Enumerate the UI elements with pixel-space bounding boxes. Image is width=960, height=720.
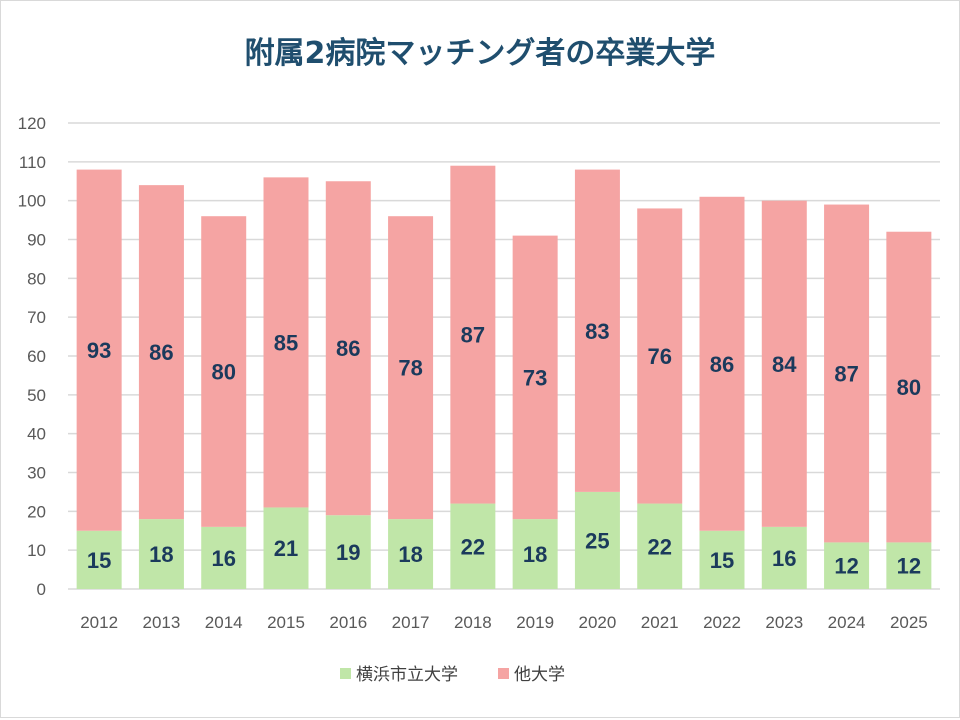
bar-segment [824, 542, 870, 589]
data-label: 18 [523, 542, 547, 567]
bar-segment [574, 169, 620, 492]
bar-segment [138, 519, 184, 589]
data-label: 85 [274, 330, 298, 355]
bar-segment [388, 519, 434, 589]
data-label: 80 [897, 375, 921, 400]
bar-segment [76, 169, 122, 531]
y-tick-label: 40 [27, 425, 46, 444]
y-tick-label: 80 [27, 269, 46, 288]
x-tick-label: 2019 [516, 613, 554, 632]
bar-segment [263, 177, 309, 508]
bar-segment [201, 216, 247, 527]
bar-segment [761, 200, 807, 527]
x-tick-label: 2016 [329, 613, 367, 632]
x-tick-label: 2020 [579, 613, 617, 632]
bar-segment [699, 530, 745, 589]
bar-segment [886, 542, 932, 589]
data-label: 76 [647, 344, 671, 369]
bar-segment [761, 526, 807, 589]
data-label: 22 [461, 534, 485, 559]
x-tick-label: 2023 [765, 613, 803, 632]
y-tick-label: 10 [27, 541, 46, 560]
data-label: 16 [772, 546, 796, 571]
bar-segment [263, 507, 309, 589]
data-label: 18 [398, 542, 422, 567]
y-tick-label: 100 [18, 192, 46, 211]
data-label: 73 [523, 365, 547, 390]
y-tick-label: 30 [27, 464, 46, 483]
data-label: 80 [211, 360, 235, 385]
x-tick-label: 2018 [454, 613, 492, 632]
bar-segment [450, 165, 496, 504]
legend-swatch [340, 668, 351, 679]
bar-segment [450, 503, 496, 589]
data-label: 21 [274, 536, 298, 561]
x-tick-label: 2014 [205, 613, 243, 632]
legend-label: 横浜市立大学 [356, 665, 458, 685]
bar-segment [699, 196, 745, 531]
data-label: 78 [398, 356, 422, 381]
data-label: 25 [585, 528, 609, 553]
y-tick-label: 110 [19, 153, 46, 172]
data-label: 12 [897, 554, 921, 579]
data-label: 84 [772, 352, 797, 377]
data-label: 83 [585, 319, 609, 344]
x-tick-label: 2017 [392, 613, 430, 632]
y-tick-label: 50 [27, 386, 46, 405]
bar-segment [138, 185, 184, 520]
y-tick-label: 90 [27, 231, 46, 250]
data-label: 12 [834, 554, 858, 579]
x-tick-label: 2024 [828, 613, 866, 632]
legend-swatch [498, 668, 509, 679]
bar-segment [201, 526, 247, 589]
bar-segment [574, 491, 620, 589]
bar-segment [886, 231, 932, 543]
y-tick-label: 120 [18, 114, 46, 133]
y-tick-label: 0 [37, 580, 46, 599]
bar-segment [325, 515, 371, 589]
data-label: 86 [336, 336, 360, 361]
data-label: 22 [647, 534, 671, 559]
x-tick-label: 2013 [143, 613, 181, 632]
chart-title: 附属2病院マッチング者の卒業大学 [244, 36, 716, 71]
data-label: 15 [710, 548, 734, 573]
bar-segment [637, 503, 683, 589]
data-label: 86 [710, 352, 734, 377]
bar-segment [512, 519, 558, 589]
y-tick-label: 60 [27, 347, 46, 366]
x-tick-label: 2012 [80, 613, 118, 632]
bar-segment [637, 208, 683, 504]
data-label: 87 [834, 361, 858, 386]
bar-segment [824, 204, 870, 543]
data-label: 18 [149, 542, 173, 567]
data-label: 86 [149, 340, 173, 365]
bar-segment [512, 235, 558, 520]
x-tick-label: 2022 [703, 613, 741, 632]
x-tick-label: 2025 [890, 613, 928, 632]
y-tick-label: 70 [27, 308, 46, 327]
bar-segment [388, 216, 434, 520]
bar-segment [76, 530, 122, 589]
data-label: 87 [461, 323, 485, 348]
data-label: 93 [87, 338, 111, 363]
x-tick-label: 2021 [641, 613, 679, 632]
bar-segment [325, 181, 371, 516]
data-label: 15 [87, 548, 111, 573]
data-label: 19 [336, 540, 360, 565]
data-label: 16 [211, 546, 235, 571]
x-tick-label: 2015 [267, 613, 305, 632]
y-tick-label: 20 [27, 502, 46, 521]
legend-label: 他大学 [514, 665, 565, 685]
